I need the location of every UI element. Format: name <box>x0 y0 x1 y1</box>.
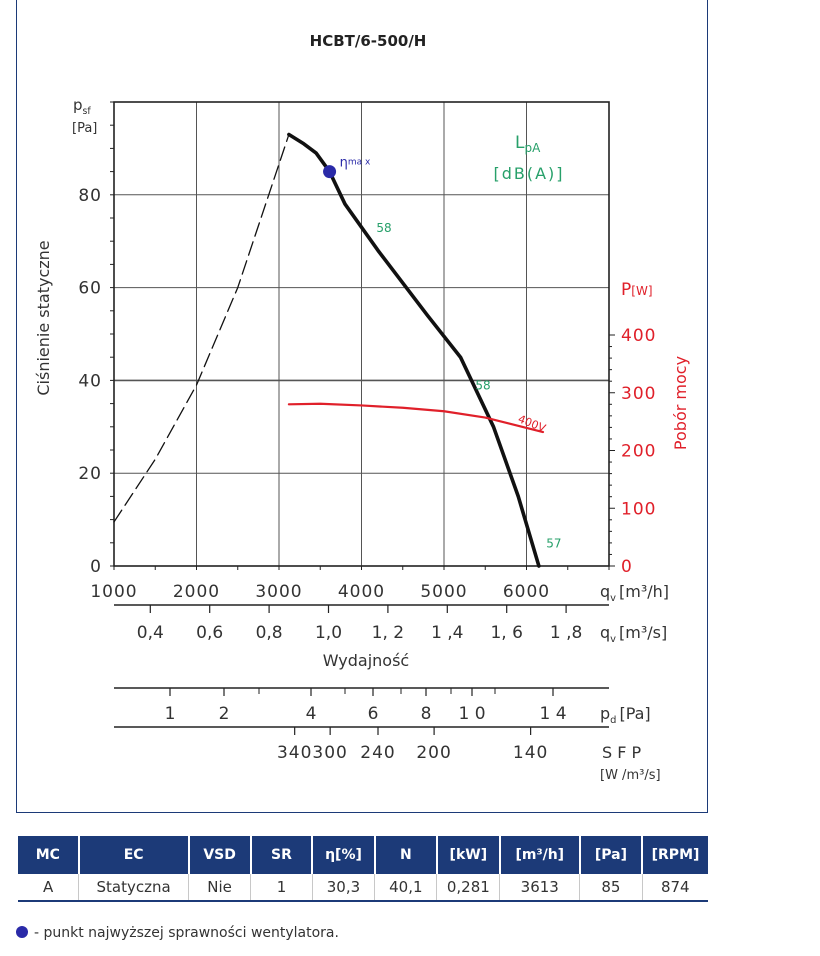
table-header-cell: MC <box>18 836 79 874</box>
sound-level-label: LpA <box>515 133 541 155</box>
pd-tick-label: 1 <box>165 704 176 724</box>
x2-tick-label: 0,8 <box>256 623 283 643</box>
power-tick-label: 0 <box>621 557 633 577</box>
sfp-axis-unit-2: [W /m³/s] <box>600 768 661 783</box>
y-axis-unit-symbol: psf <box>73 96 91 117</box>
sfp-tick-label: 340 <box>277 743 312 763</box>
sfp-tick-label: 240 <box>360 743 395 763</box>
x2-axis-unit: qv [m³/s] <box>600 623 667 645</box>
x-tick-label: 3000 <box>255 582 302 602</box>
x2-tick-label: 0,4 <box>137 623 164 643</box>
pd-axis-unit: pd [Pa] <box>600 704 651 726</box>
x-tick-label: 1000 <box>90 582 137 602</box>
table-header-cell: EC <box>77 836 189 874</box>
pd-tick-label: 4 <box>306 704 317 724</box>
pd-tick-label: 8 <box>421 704 432 724</box>
x2-tick-label: 1,0 <box>315 623 342 643</box>
legend-note: - punkt najwyższej sprawności wentylator… <box>16 925 339 941</box>
pd-tick-label: 1 0 <box>458 704 485 724</box>
power-tick-label: 200 <box>621 442 656 462</box>
pd-tick-label: 2 <box>219 704 230 724</box>
sfp-axis-unit: S F P <box>602 743 642 762</box>
sfp-tick-label: 300 <box>312 743 347 763</box>
sound-level-value: 57 <box>546 536 561 550</box>
table-cell: 874 <box>641 874 708 902</box>
table-header-cell: [Pa] <box>578 836 643 874</box>
eta-max-point <box>323 165 337 179</box>
sfp-tick-label: 200 <box>416 743 451 763</box>
x2-tick-label: 1 ,4 <box>431 623 463 643</box>
sfp-tick-label: 140 <box>513 743 548 763</box>
x-tick-label: 6000 <box>503 582 550 602</box>
table-cell: 0,281 <box>436 874 500 902</box>
table-cell: Nie <box>187 874 251 902</box>
table-header-cell: [RPM] <box>641 836 708 874</box>
eta-max-label: ηma x <box>340 156 371 171</box>
table-header-cell: SR <box>249 836 313 874</box>
system-curve <box>113 133 290 523</box>
x2-tick-label: 0,6 <box>196 623 223 643</box>
table-cell: 40,1 <box>374 874 437 902</box>
x2-tick-label: 1, 2 <box>372 623 404 643</box>
chart-frame <box>16 0 708 813</box>
spec-table: MC EC VSD SR η[%] N [kW] [m³/h] [Pa] [RPM] A Staty… <box>18 836 708 902</box>
y-axis-unit: [Pa] <box>72 121 97 136</box>
sound-level-unit: [dB(A)] <box>493 164 564 183</box>
pd-tick-label: 1 4 <box>539 704 566 724</box>
pd-tick-label: 6 <box>368 704 379 724</box>
power-tick-label: 400 <box>621 326 656 346</box>
legend-note-text: - punkt najwyższej sprawności wentylator… <box>34 925 339 941</box>
fan-curve <box>287 132 541 568</box>
sound-level-value: 58 <box>475 379 490 393</box>
y-tick-label: 80 <box>78 186 102 206</box>
table-header-cell: VSD <box>187 836 251 874</box>
power-axis-unit: P[W] <box>621 280 653 300</box>
power-tick-label: 300 <box>621 384 656 404</box>
table-header-cell: [m³/h] <box>498 836 580 874</box>
power-curve <box>287 402 545 434</box>
table-cell: 3613 <box>499 874 580 902</box>
y-tick-label: 60 <box>78 279 102 299</box>
x-axis-unit: qv [m³/h] <box>600 582 669 604</box>
spec-table-header: MC EC VSD SR η[%] N [kW] [m³/h] [Pa] [RPM] <box>18 836 708 874</box>
table-cell: A <box>18 874 79 902</box>
y-tick-label: 20 <box>78 464 102 484</box>
table-header-cell: η[%] <box>311 836 375 874</box>
power-axis-label: Pobór mocy <box>671 356 690 450</box>
power-tick-label: 100 <box>621 499 656 519</box>
eta-dot-icon <box>16 926 28 938</box>
chart-title: HCBT/6-500/H <box>310 32 427 50</box>
y-tick-label: 0 <box>90 557 102 577</box>
x2-tick-label: 1, 6 <box>490 623 522 643</box>
table-row: A Statyczna Nie 1 30,3 40,1 0,281 3613 85 874 <box>18 874 708 902</box>
sound-level-value: 58 <box>376 221 391 235</box>
x2-tick-label: 1 ,8 <box>550 623 582 643</box>
power-curve-label: 400V <box>516 412 548 435</box>
table-cell: Statyczna <box>78 874 189 902</box>
table-cell: 30,3 <box>311 874 375 902</box>
table-cell: 85 <box>579 874 643 902</box>
x-tick-label: 2000 <box>173 582 220 602</box>
y-axis-label: Ciśnienie statyczne <box>34 240 53 395</box>
y-tick-label: 40 <box>78 371 102 391</box>
x-tick-label: 5000 <box>420 582 467 602</box>
x-axis-label: Wydajność <box>323 651 409 670</box>
table-cell: 1 <box>250 874 313 902</box>
table-header-cell: N <box>373 836 437 874</box>
table-header-cell: [kW] <box>435 836 500 874</box>
x-tick-label: 4000 <box>338 582 385 602</box>
